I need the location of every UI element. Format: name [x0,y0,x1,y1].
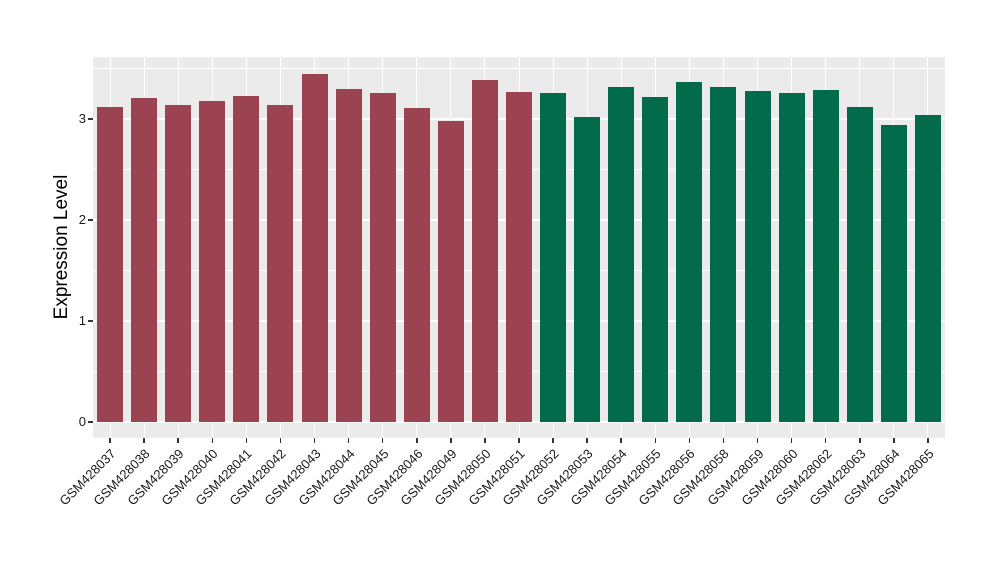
plot-panel [93,57,945,438]
y-axis-title: Expression Level [51,174,72,320]
bar-GSM428043 [301,73,328,422]
bar-GSM428041 [233,95,260,422]
x-tick-mark [416,438,418,443]
x-tick-mark [245,438,248,443]
x-tick-mark [484,438,486,443]
x-tick-mark [381,438,384,443]
bar-GSM428053 [574,116,601,422]
y-tick-label: 1 [78,313,86,328]
y-tick-mark [88,320,93,322]
x-tick-mark [143,438,145,443]
bar-GSM428063 [846,106,873,422]
x-tick-mark [586,438,588,443]
x-tick-mark [177,438,179,443]
bar-GSM428042 [267,104,294,422]
y-tick-mark [88,421,93,423]
x-tick-mark [518,438,520,443]
x-tick-mark [279,438,282,443]
x-tick-mark [790,438,793,443]
y-tick-label: 3 [78,111,86,126]
bar-GSM428044 [335,88,362,422]
bar-GSM428064 [880,125,907,422]
bar-GSM428055 [642,96,669,422]
bar-GSM428050 [471,79,498,422]
bar-GSM428058 [710,86,737,422]
bar-GSM428059 [744,90,771,422]
x-tick-mark [211,438,214,443]
x-tick-mark [688,438,691,443]
bar-GSM428065 [914,114,941,422]
bar-GSM428049 [437,121,464,422]
bar-GSM428051 [506,91,532,422]
x-tick-mark [620,438,622,443]
bar-GSM428038 [131,97,158,422]
bar-GSM428037 [97,106,124,422]
bar-GSM428046 [403,107,430,422]
x-tick-mark [552,438,554,443]
x-tick-mark [927,438,929,443]
bar-GSM428040 [199,100,226,422]
x-tick-mark [109,438,111,443]
x-tick-mark [313,438,316,443]
x-tick-mark [347,438,350,443]
x-tick-mark [859,438,861,443]
y-tick-mark [88,219,93,221]
y-tick-mark [88,118,93,120]
bar-GSM428039 [165,104,192,422]
x-tick-mark [893,438,895,443]
bar-GSM428060 [778,92,805,422]
bar-GSM428052 [540,92,567,422]
y-tick-label: 2 [78,212,86,227]
x-tick-mark [824,438,827,443]
x-tick-mark [654,438,657,443]
bar-GSM428062 [812,89,839,422]
bar-GSM428045 [369,92,396,422]
bar-GSM428054 [608,86,635,422]
x-tick-mark [756,438,759,443]
x-tick-mark [450,438,452,443]
x-tick-mark [722,438,725,443]
bar-GSM428056 [676,81,703,422]
y-tick-label: 0 [78,414,86,429]
